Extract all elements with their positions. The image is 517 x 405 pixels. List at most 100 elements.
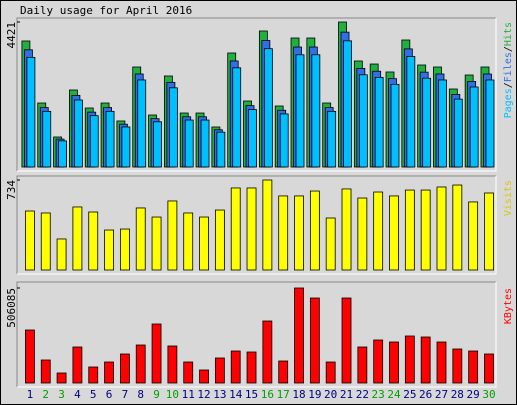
x-tick-label: 25 <box>403 388 416 401</box>
legend-entry: Visits <box>503 180 514 216</box>
bar <box>105 110 115 168</box>
panel-bevel <box>17 18 497 172</box>
bar <box>406 56 416 168</box>
bar <box>262 320 273 384</box>
bar <box>232 67 242 168</box>
bar <box>72 346 83 384</box>
x-tick-label: 22 <box>356 388 369 401</box>
bar <box>25 210 35 271</box>
bar <box>358 74 368 168</box>
bar <box>135 207 146 271</box>
bar <box>309 297 320 384</box>
x-tick-label: 23 <box>372 388 385 401</box>
bar <box>294 287 304 384</box>
y-tick-label: 734 <box>5 180 18 200</box>
legend-entry: Hits <box>503 22 514 46</box>
legend-entry: Files <box>503 52 514 82</box>
bar <box>25 329 35 384</box>
bar <box>74 99 83 168</box>
x-tick-label: 21 <box>340 388 353 401</box>
x-tick-label: 3 <box>58 388 65 401</box>
bar <box>390 83 400 168</box>
bar <box>200 119 210 168</box>
bar <box>262 179 273 271</box>
bar <box>40 212 51 271</box>
x-tick-label: 4 <box>74 388 81 401</box>
legend-entry: KBytes <box>503 288 514 324</box>
bar <box>309 190 320 271</box>
x-tick-label: 6 <box>106 388 113 401</box>
bar <box>469 86 479 168</box>
bar <box>453 98 463 168</box>
bar <box>389 195 399 271</box>
bar <box>452 348 463 384</box>
chart-title: Daily usage for April 2016 <box>20 4 192 17</box>
bar <box>56 238 67 271</box>
bar <box>89 115 99 168</box>
bar <box>373 191 384 271</box>
legend: Pages/Files/Hits <box>503 22 514 118</box>
x-tick-label: 10 <box>166 388 179 401</box>
x-tick-label: 12 <box>197 388 210 401</box>
bar <box>420 189 431 271</box>
bar <box>119 228 130 271</box>
bar <box>137 79 147 168</box>
panel-bevel <box>17 282 497 388</box>
bar <box>341 188 352 271</box>
bar <box>183 361 194 384</box>
bar <box>119 353 130 384</box>
x-tick-label: 2 <box>42 388 49 401</box>
bar <box>374 76 384 168</box>
x-tick-label: 7 <box>122 388 129 401</box>
bar <box>168 87 178 168</box>
bar <box>72 206 83 271</box>
y-tick-label: 4421 <box>5 22 18 49</box>
y-tick-label: 506085 <box>5 288 18 328</box>
bar <box>341 297 352 384</box>
bar <box>216 131 226 168</box>
bar <box>246 187 257 271</box>
x-tick-label: 26 <box>419 388 432 401</box>
x-tick-label: 13 <box>213 388 226 401</box>
legend: Visits <box>503 180 514 216</box>
x-tick-label: 1 <box>27 388 34 401</box>
bar <box>438 79 447 168</box>
bar <box>484 353 494 384</box>
bar <box>325 217 336 271</box>
x-tick-label: 9 <box>153 388 160 401</box>
panel-bevel <box>16 281 496 387</box>
bar <box>468 350 479 384</box>
x-tick-label: 17 <box>277 388 290 401</box>
bar <box>230 350 241 384</box>
bar <box>104 361 114 384</box>
x-tick-label: 30 <box>482 388 495 401</box>
x-tick-label: 16 <box>261 388 274 401</box>
bar <box>151 323 162 384</box>
bar <box>452 184 463 271</box>
bar <box>214 209 225 271</box>
bar <box>40 359 51 384</box>
bar <box>373 339 384 384</box>
bar <box>327 110 337 168</box>
bar <box>26 56 36 168</box>
bar <box>246 351 257 384</box>
bar <box>422 77 432 168</box>
bar <box>278 360 289 384</box>
bar <box>214 357 225 384</box>
x-tick-label: 11 <box>182 388 195 401</box>
bar <box>484 192 494 271</box>
bar <box>436 186 447 271</box>
bar <box>468 201 479 271</box>
x-tick-label: 18 <box>292 388 305 401</box>
bar <box>248 109 257 168</box>
bar <box>56 372 67 384</box>
bar <box>58 140 67 168</box>
bar <box>357 346 368 384</box>
bar <box>263 48 273 168</box>
bar <box>389 341 399 384</box>
legend-separator: / <box>503 46 514 52</box>
bar <box>184 119 194 168</box>
bar <box>199 369 209 384</box>
bar <box>404 335 415 384</box>
x-tick-label: 14 <box>229 388 243 401</box>
